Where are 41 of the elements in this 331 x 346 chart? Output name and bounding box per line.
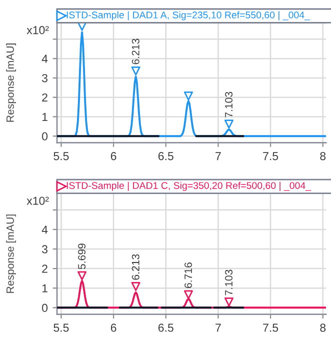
x-tick-label: 8	[320, 324, 326, 332]
x-tick-label: 5.5	[54, 324, 69, 332]
x-tick-label: 6	[110, 324, 116, 332]
annotation: 6.213	[132, 254, 140, 280]
y-tick-label: 3	[42, 245, 48, 254]
x-tick-label: 6	[110, 152, 116, 160]
y-tick-label: 4	[42, 54, 48, 63]
y-tick-label: 0	[42, 132, 48, 140]
annotation: 6.716	[184, 262, 192, 288]
point	[131, 282, 140, 292]
x-tick-label: 6.5	[158, 324, 174, 332]
text: x10²	[26, 26, 49, 34]
chart-title: ISTD-Sample | DAD1 C, Sig=350,20 Ref=500,60 | _004_	[66, 182, 312, 191]
y-tick-label: 4	[42, 226, 48, 234]
point	[78, 271, 87, 280]
x-tick-label: 7	[216, 324, 221, 332]
y-tick-label: 2	[42, 264, 48, 273]
x-tick-label: 5.5	[54, 152, 69, 160]
x-tick-label: 6.5	[158, 152, 174, 160]
y-tick-label: 1	[42, 284, 48, 292]
y-tick-label: 3	[42, 74, 48, 82]
point	[224, 120, 234, 129]
text: x10²	[26, 196, 49, 205]
x-tick-label: 7.5	[263, 152, 278, 160]
y-tick-label: 0	[42, 304, 48, 312]
annotation: 7.103	[225, 92, 232, 118]
annotation: 5.699	[78, 244, 86, 270]
x-tick-label: 8	[320, 152, 326, 160]
annotation: 7.103	[225, 270, 232, 296]
x-tick-label: 7	[216, 152, 221, 160]
y-axis-title: Response [mAU]	[6, 44, 16, 122]
annotation: 6.213	[132, 38, 140, 64]
y-axis-title: Response [mAU]	[6, 214, 16, 293]
point	[224, 297, 234, 306]
point	[184, 91, 193, 100]
point	[184, 290, 193, 300]
x-tick-label: 7.5	[263, 324, 278, 332]
y-tick-label: 1	[42, 112, 48, 121]
chart-title: ISTD-Sample | DAD1 A, Sig=235,10 Ref=550,60 | _004_	[66, 11, 310, 20]
y-tick-label: 2	[42, 93, 48, 102]
point	[131, 66, 140, 76]
